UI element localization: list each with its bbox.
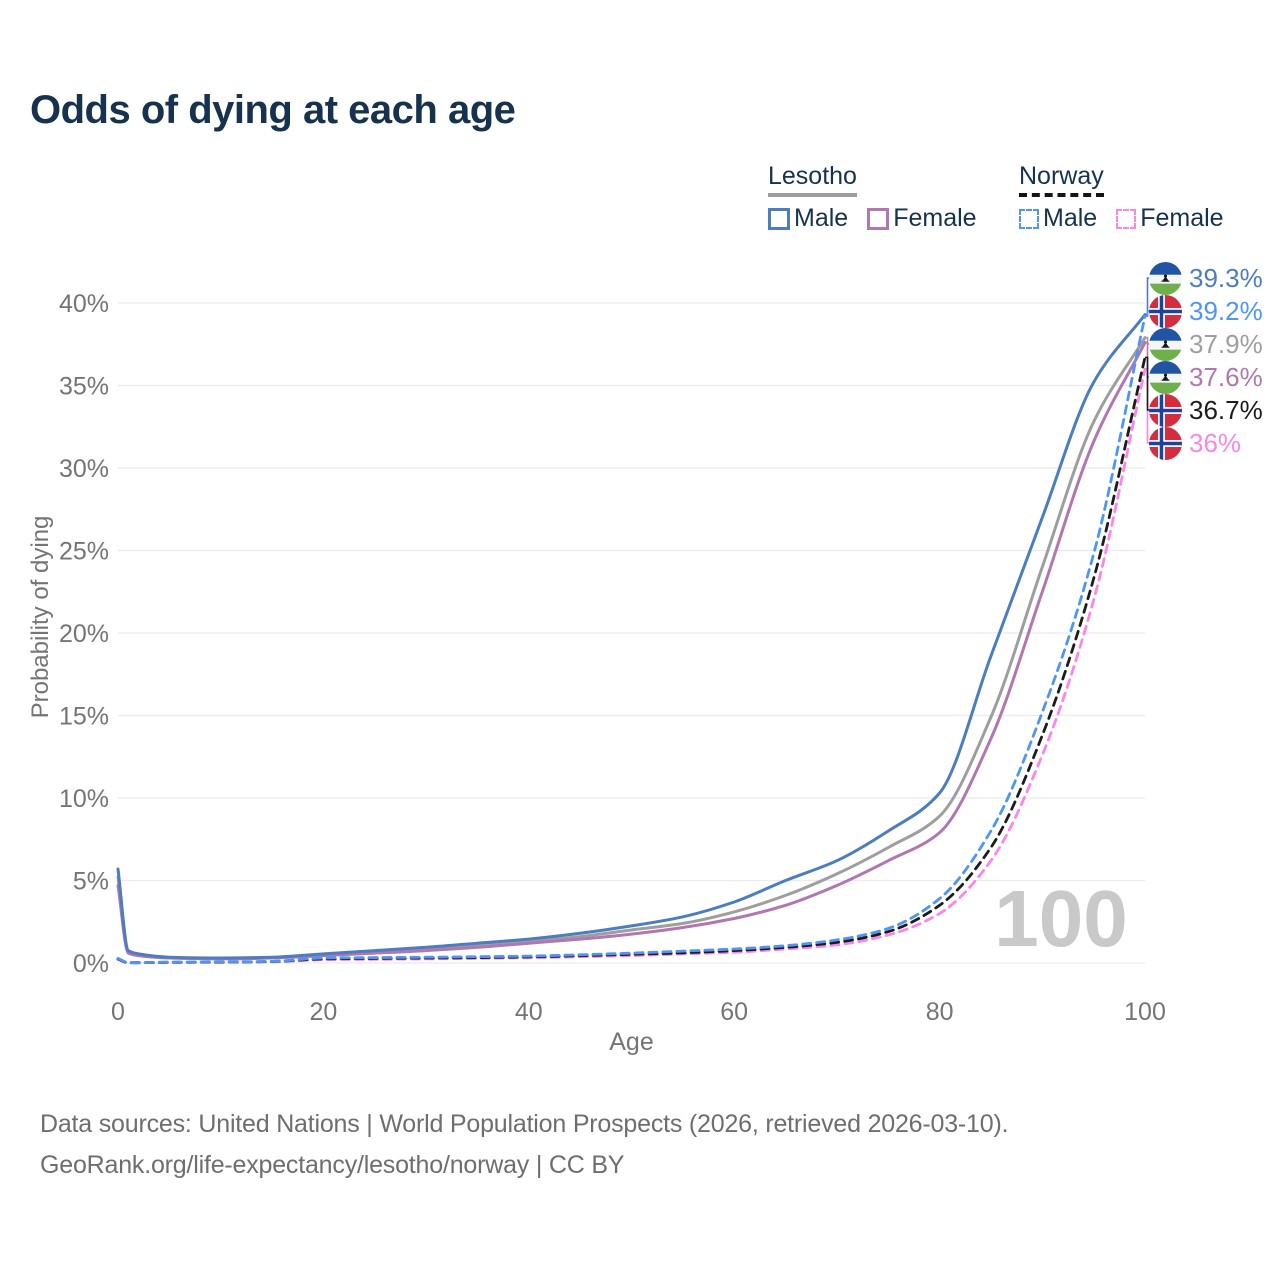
footer-attribution: GeoRank.org/life-expectancy/lesotho/norw… [40, 1151, 625, 1179]
y-tick-label: 25% [59, 538, 109, 566]
legend-item-norway-female[interactable]: Female [1116, 204, 1224, 233]
lesotho-flag-icon [1149, 327, 1182, 361]
x-axis-title: Age [609, 1028, 653, 1056]
norway-flag-icon [1149, 294, 1182, 328]
legend-item-lesotho-male[interactable]: Male [768, 204, 848, 233]
y-tick-label: 5% [73, 868, 109, 896]
hover-age-watermark: 100 [994, 874, 1127, 963]
x-tick-label: 20 [309, 998, 337, 1026]
plot-hover-area[interactable] [118, 283, 1145, 963]
end-label-lesotho-male: 39.3% [1149, 261, 1263, 295]
end-label-norway-male: 39.2% [1149, 294, 1263, 328]
end-label-lesotho-female: 37.6% [1149, 360, 1263, 394]
end-label-value: 39.3% [1189, 262, 1263, 293]
legend-country-lesotho-label: Lesotho [768, 162, 857, 190]
legend-item-label: Male [1043, 204, 1098, 232]
norway-male-swatch-icon [1019, 208, 1039, 229]
lesotho-male-swatch-icon [768, 207, 790, 230]
legend-group-norway: Norway Male Female [1019, 162, 1224, 233]
end-label-lesotho-total: 37.9% [1149, 327, 1263, 361]
footer-data-sources: Data sources: United Nations | World Pop… [40, 1110, 1009, 1138]
legend-country-norway[interactable]: Norway [1019, 162, 1104, 197]
legend-item-label: Female [893, 204, 977, 232]
norway-flag-icon [1149, 393, 1182, 427]
y-tick-label: 10% [59, 785, 109, 813]
legend-item-label: Female [1140, 204, 1224, 232]
y-tick-label: 35% [59, 373, 109, 401]
y-tick-label: 0% [73, 950, 109, 978]
lesotho-female-swatch-icon [867, 207, 890, 230]
legend-items-lesotho: Male Female [768, 204, 977, 233]
norway-flag-icon [1149, 426, 1182, 460]
end-label-norway-female: 36% [1149, 426, 1242, 460]
end-label-value: 39.2% [1189, 295, 1263, 326]
legend-item-norway-male[interactable]: Male [1019, 204, 1097, 233]
series-line-lesotho-male [116, 313, 1147, 960]
y-tick-label: 40% [59, 290, 109, 318]
x-tick-label: 0 [111, 998, 125, 1026]
y-tick-label: 30% [59, 455, 109, 483]
legend-group-lesotho: Lesotho Male Female [768, 162, 977, 233]
legend-item-label: Male [794, 204, 849, 232]
legend-items-norway: Male Female [1019, 204, 1224, 233]
x-tick-label: 40 [515, 998, 543, 1026]
lesotho-flag-icon [1149, 360, 1182, 394]
series-line-norway-male [116, 314, 1147, 965]
y-tick-label: 20% [59, 620, 109, 648]
legend-country-norway-label: Norway [1019, 162, 1104, 190]
y-axis-title: Probability of dying [27, 516, 54, 719]
y-tick-label: 15% [59, 703, 109, 731]
end-label-value: 37.9% [1189, 328, 1263, 359]
legend-item-lesotho-female[interactable]: Female [867, 204, 977, 233]
end-label-value: 36% [1189, 427, 1242, 458]
lesotho-flag-icon [1149, 261, 1182, 295]
page-title: Odds of dying at each age [30, 88, 516, 132]
x-tick-label: 60 [720, 998, 748, 1026]
footer: Data sources: United Nations | World Pop… [40, 1104, 1009, 1186]
end-label-value: 37.6% [1189, 361, 1263, 392]
end-label-norway-total: 36.7% [1149, 393, 1263, 427]
x-tick-label: 80 [926, 998, 954, 1026]
end-label-value: 36.7% [1189, 394, 1263, 425]
legend-country-lesotho[interactable]: Lesotho [768, 162, 857, 197]
x-tick-label: 100 [1124, 998, 1166, 1026]
norway-female-swatch-icon [1116, 208, 1137, 229]
